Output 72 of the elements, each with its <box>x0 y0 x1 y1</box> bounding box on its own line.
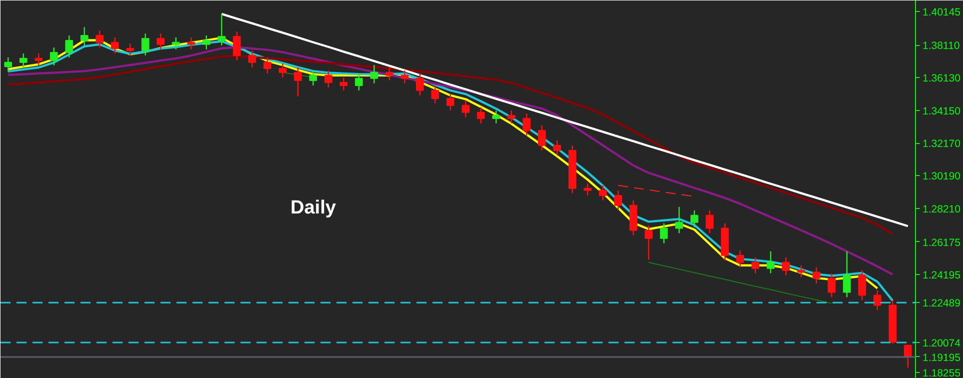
ref-line-label: 1.19195 <box>922 352 961 364</box>
candlestick <box>19 52 28 68</box>
candlestick <box>248 50 256 68</box>
candlestick <box>416 72 424 96</box>
candlestick <box>507 110 516 124</box>
candlestick <box>232 30 241 61</box>
candlestick <box>218 13 226 46</box>
y-tick-label: 1.32170 <box>922 138 961 150</box>
candlestick <box>278 62 287 78</box>
y-tick-label: 1.34150 <box>922 105 961 118</box>
candlestick <box>492 110 500 124</box>
y-tick-label: 1.40145 <box>922 6 961 18</box>
y-tick-label: 1.38110 <box>922 40 960 52</box>
ref-line-label: 1.20074 <box>922 338 961 350</box>
annotation: Daily <box>290 198 336 218</box>
candlestick <box>904 344 912 368</box>
candlestick <box>584 182 592 196</box>
candlestick <box>431 84 440 104</box>
candlestick <box>828 272 836 298</box>
candlestick <box>644 224 653 260</box>
candlestick <box>476 106 485 124</box>
candlestick <box>294 66 302 97</box>
candlestick <box>675 206 684 234</box>
candlestick <box>873 290 882 311</box>
line-series <box>648 262 832 304</box>
candlestick <box>522 112 531 136</box>
candlestick <box>141 32 150 56</box>
candlestick <box>324 70 332 88</box>
candlestick <box>202 34 210 50</box>
candlestick <box>538 124 546 151</box>
y-tick-label: 1.26175 <box>922 236 961 249</box>
candlestick <box>690 210 698 228</box>
candlestick <box>736 250 744 268</box>
candlestick <box>340 76 348 92</box>
candlestick <box>598 184 607 202</box>
candlestick <box>172 36 180 50</box>
y-tick-label: 1.28210 <box>922 203 961 216</box>
candlestick <box>80 26 88 46</box>
candlestick <box>660 222 668 244</box>
candlestick <box>553 140 562 156</box>
y-tick-label: 1.18255 <box>922 367 961 378</box>
candlestick <box>354 72 363 92</box>
candlestick <box>751 256 760 274</box>
candlestick <box>187 36 196 50</box>
candlestick <box>766 250 775 274</box>
candlestick <box>842 250 851 298</box>
candlestick <box>50 46 58 66</box>
candlestick <box>614 190 622 211</box>
y-tick-label: 1.36130 <box>922 72 961 85</box>
candlestick <box>812 266 820 284</box>
candlestick <box>400 70 409 84</box>
candlestick <box>126 42 134 56</box>
candlestick <box>65 34 74 58</box>
candlestick <box>96 30 104 48</box>
candlestick <box>446 92 454 111</box>
candlestick <box>370 64 378 84</box>
candlestick <box>4 56 12 72</box>
y-tick-label: 1.30190 <box>922 170 961 183</box>
candlestick <box>462 100 470 118</box>
candlestick <box>110 36 119 54</box>
candlestick <box>858 270 866 301</box>
candlestick <box>385 66 394 81</box>
candlestick <box>309 70 318 86</box>
ref-line-label: 1.22489 <box>922 298 961 310</box>
candlestick <box>797 264 806 278</box>
candlestick <box>34 52 43 66</box>
candlestick <box>782 256 790 276</box>
line-series <box>220 12 909 228</box>
candlestick <box>706 210 714 234</box>
y-tick-label: 1.24195 <box>922 270 961 282</box>
candlestick <box>156 32 165 50</box>
candlestick <box>263 56 272 74</box>
